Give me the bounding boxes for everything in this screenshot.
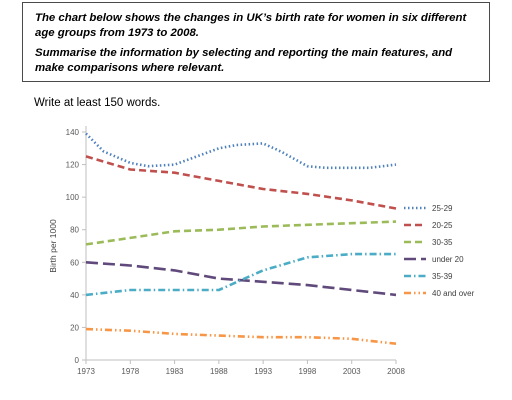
legend-label-2: 20-25 xyxy=(432,221,453,230)
series-line-3 xyxy=(85,220,397,246)
series-line-2 xyxy=(85,155,397,210)
x-tick-label: 1978 xyxy=(121,367,139,376)
y-tick-label: 80 xyxy=(70,226,79,235)
task-description: The chart below shows the changes in UK’… xyxy=(35,12,467,39)
word-count-instruction: Write at least 150 words. xyxy=(34,97,161,109)
y-tick-label: 140 xyxy=(66,128,80,137)
legend-label-6: 40 and over xyxy=(432,289,475,298)
task-box: The chart below shows the changes in UK’… xyxy=(22,2,490,82)
y-tick-label: 60 xyxy=(70,258,79,267)
task-instruction: Summarise the information by selecting a… xyxy=(35,47,453,74)
x-tick-label: 1993 xyxy=(254,367,272,376)
legend-label-3: 30-35 xyxy=(432,238,453,247)
x-tick-label: 1973 xyxy=(77,367,95,376)
x-tick-label: 2003 xyxy=(343,367,361,376)
series-line-5 xyxy=(85,252,396,297)
series-line-4 xyxy=(85,261,397,297)
x-tick-label: 1988 xyxy=(210,367,228,376)
y-tick-label: 120 xyxy=(66,161,80,170)
legend-label-5: 35-39 xyxy=(432,272,453,281)
y-axis-label: Birth per 1000 xyxy=(48,219,58,273)
y-tick-label: 20 xyxy=(70,323,79,332)
y-tick-label: 100 xyxy=(66,193,80,202)
legend-label-1: 25-29 xyxy=(432,204,453,213)
y-tick-label: 40 xyxy=(70,291,79,300)
x-tick-label: 1998 xyxy=(299,367,317,376)
series-line-1 xyxy=(85,132,397,170)
legend-label-4: under 20 xyxy=(432,255,464,264)
birth-rate-line-chart: 0 20 40 60 80 100 120 140 1973 1978 1983 1988 1993 19… xyxy=(48,126,475,376)
x-tick-label: 1983 xyxy=(166,367,184,376)
x-tick-label: 2008 xyxy=(387,367,405,376)
y-tick-label: 0 xyxy=(75,356,80,365)
series-line-6 xyxy=(85,327,397,345)
